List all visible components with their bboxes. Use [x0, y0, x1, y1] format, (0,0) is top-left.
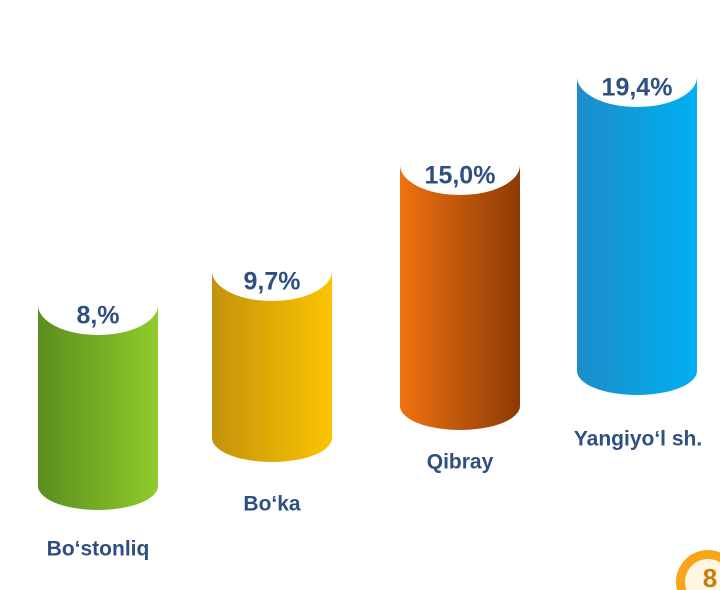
badge-inner: [685, 559, 720, 590]
cylinder-cap: [577, 47, 697, 107]
cylinder-cap: [38, 275, 158, 335]
value-label: 19,4%: [602, 74, 673, 102]
cylinder: [38, 305, 158, 510]
badge-text: 8: [703, 563, 717, 590]
category-label: Bo‘ka: [243, 493, 301, 516]
cylinder: [400, 165, 520, 430]
cylinder-cap: [400, 135, 520, 195]
category-label: Bo‘stonliq: [47, 538, 150, 561]
value-label: 8,%: [76, 302, 119, 330]
value-label: 15,0%: [425, 162, 496, 190]
category-label: Yangiyo‘l sh.: [574, 428, 702, 451]
cylinder-cap: [212, 241, 332, 301]
cylinder: [577, 77, 697, 395]
value-label: 9,7%: [244, 268, 301, 296]
category-label: Qibray: [427, 451, 494, 474]
cylinder: [212, 271, 332, 462]
